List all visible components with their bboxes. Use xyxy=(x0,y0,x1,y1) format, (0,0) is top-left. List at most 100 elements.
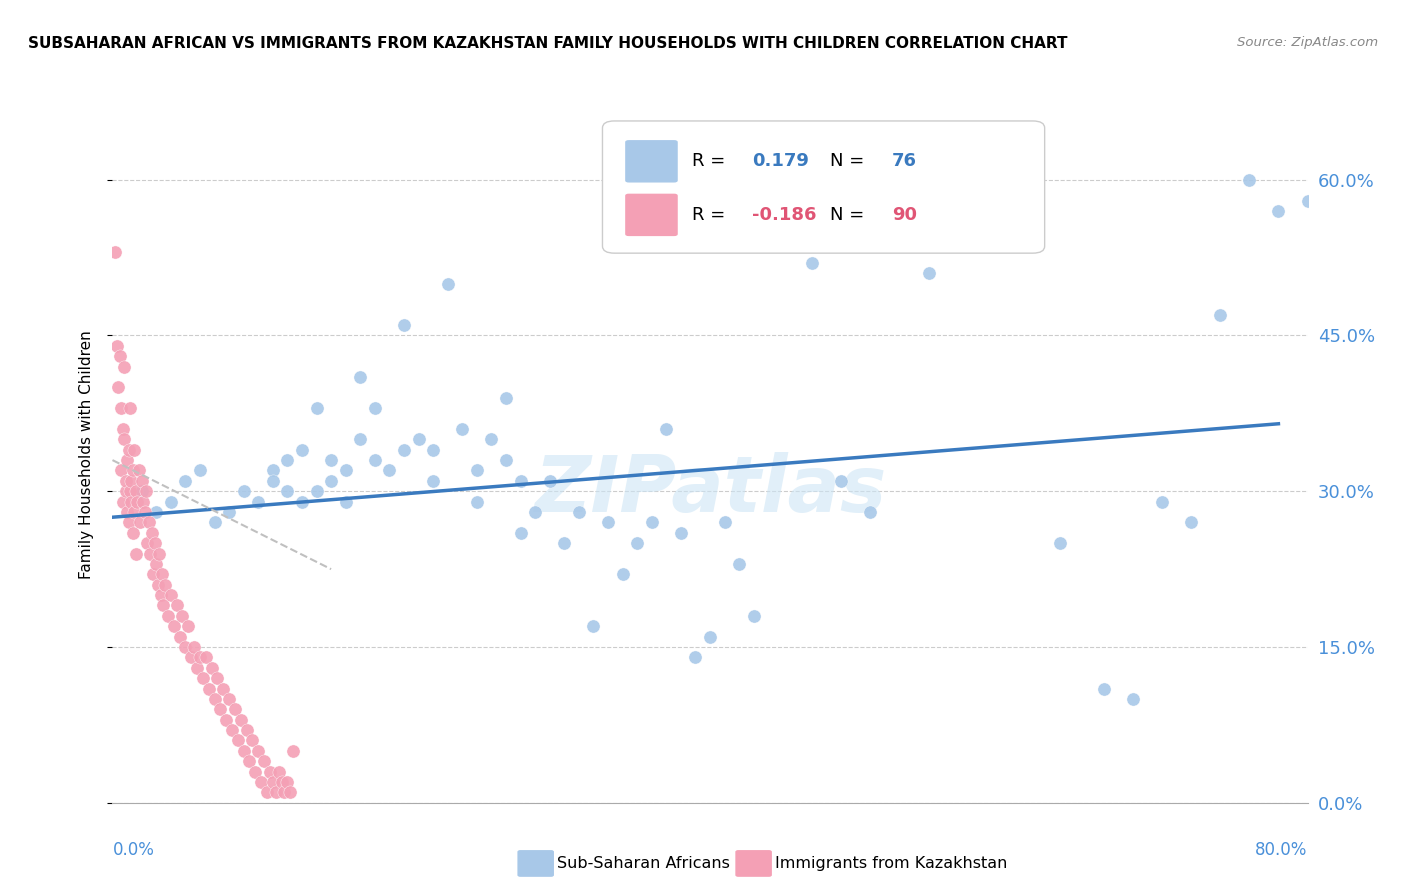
Point xyxy=(1296,194,1319,208)
Point xyxy=(107,380,129,394)
Point xyxy=(1209,308,1232,322)
Point xyxy=(112,359,135,374)
Point xyxy=(131,474,153,488)
Point xyxy=(465,463,488,477)
Point xyxy=(229,713,252,727)
Point xyxy=(135,484,157,499)
Point xyxy=(917,266,939,280)
Point xyxy=(150,567,173,582)
Point xyxy=(138,516,160,530)
Point xyxy=(191,671,214,685)
Point xyxy=(180,650,202,665)
Point xyxy=(238,754,260,768)
Point xyxy=(218,692,240,706)
Point xyxy=(122,463,145,477)
Point xyxy=(242,733,264,747)
Point xyxy=(259,764,281,779)
Point xyxy=(145,557,167,571)
Point xyxy=(218,505,240,519)
Point xyxy=(188,650,211,665)
Point xyxy=(221,723,243,738)
Text: SUBSAHARAN AFRICAN VS IMMIGRANTS FROM KAZAKHSTAN FAMILY HOUSEHOLDS WITH CHILDREN: SUBSAHARAN AFRICAN VS IMMIGRANTS FROM KA… xyxy=(28,36,1067,51)
Point xyxy=(772,235,794,249)
Point xyxy=(264,785,287,799)
Point xyxy=(197,681,219,696)
Point xyxy=(465,494,488,508)
Point xyxy=(132,494,155,508)
Point xyxy=(142,567,165,582)
Point xyxy=(626,536,648,550)
Point xyxy=(1354,256,1376,270)
Point xyxy=(1005,194,1028,208)
Point xyxy=(408,433,430,447)
Point xyxy=(163,619,186,633)
Point xyxy=(262,463,284,477)
Point xyxy=(174,640,197,654)
Point xyxy=(122,525,145,540)
Point xyxy=(194,650,217,665)
Point xyxy=(1049,536,1071,550)
Point xyxy=(110,401,132,416)
Point xyxy=(111,422,134,436)
Point xyxy=(200,661,222,675)
Point xyxy=(509,474,531,488)
Point xyxy=(114,484,136,499)
Point xyxy=(568,505,591,519)
Point xyxy=(262,474,284,488)
Point xyxy=(120,474,142,488)
Point xyxy=(256,785,278,799)
Point xyxy=(267,764,290,779)
Point xyxy=(669,525,692,540)
Text: 0.179: 0.179 xyxy=(752,153,808,170)
Point xyxy=(136,536,159,550)
Point xyxy=(250,775,273,789)
Point xyxy=(283,744,305,758)
Text: Source: ZipAtlas.com: Source: ZipAtlas.com xyxy=(1237,36,1378,49)
Point xyxy=(495,453,517,467)
Point xyxy=(713,516,735,530)
Point xyxy=(209,702,232,716)
Point xyxy=(114,474,136,488)
Point xyxy=(1150,494,1173,508)
Point xyxy=(159,588,181,602)
Point xyxy=(232,484,254,499)
Point xyxy=(186,661,208,675)
Point xyxy=(859,505,882,519)
Point xyxy=(392,442,415,457)
Point xyxy=(104,245,127,260)
Point xyxy=(152,599,174,613)
Point xyxy=(115,453,138,467)
Text: 90: 90 xyxy=(891,206,917,224)
Point xyxy=(1326,142,1348,156)
Point xyxy=(159,494,181,508)
Point xyxy=(1122,692,1144,706)
Point xyxy=(117,516,139,530)
Point xyxy=(335,494,357,508)
Point xyxy=(349,433,371,447)
Text: Sub-Saharan Africans: Sub-Saharan Africans xyxy=(557,856,730,871)
Point xyxy=(166,599,188,613)
Text: 80.0%: 80.0% xyxy=(1256,841,1308,859)
Point xyxy=(145,505,167,519)
Point xyxy=(305,401,328,416)
Point xyxy=(131,484,153,499)
Point xyxy=(127,494,149,508)
Text: ZIPatlas: ZIPatlas xyxy=(534,451,886,528)
Point xyxy=(215,713,238,727)
Point xyxy=(245,764,267,779)
Point xyxy=(148,547,170,561)
Point xyxy=(270,775,292,789)
Point xyxy=(1267,203,1289,218)
Point xyxy=(276,484,298,499)
Text: N =: N = xyxy=(830,206,869,224)
Point xyxy=(125,547,148,561)
Point xyxy=(1092,681,1115,696)
Point xyxy=(451,422,474,436)
Point xyxy=(115,505,138,519)
Point xyxy=(128,463,150,477)
Point xyxy=(349,370,371,384)
Point xyxy=(364,401,387,416)
Text: Immigrants from Kazakhstan: Immigrants from Kazakhstan xyxy=(775,856,1007,871)
Y-axis label: Family Households with Children: Family Households with Children xyxy=(79,331,94,579)
Point xyxy=(124,442,146,457)
